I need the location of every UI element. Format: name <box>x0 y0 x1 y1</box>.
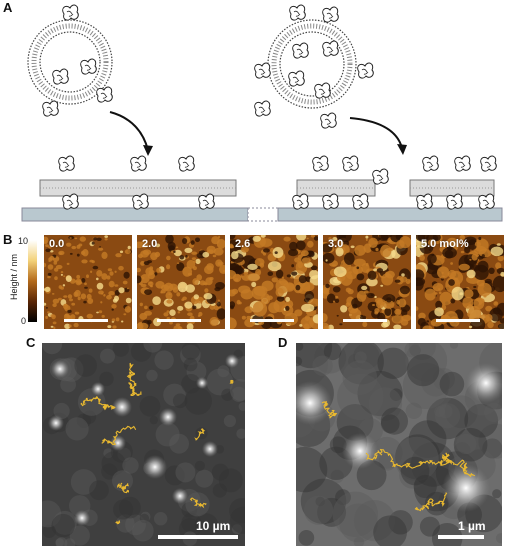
vesicle-left <box>27 4 113 117</box>
afm-scale-bar <box>64 319 108 322</box>
colorbar-axis-label: Height / nm <box>9 253 19 300</box>
panel-label-d: D <box>278 335 288 350</box>
afm-image-label: 2.6 <box>235 238 251 250</box>
colorbar-max-label: 10 <box>18 236 29 246</box>
scale-bar-d <box>438 535 484 539</box>
afm-image-3: 3.0 <box>323 235 411 329</box>
afm-image-1: 2.0 <box>137 235 225 329</box>
afm-scale-bar <box>343 319 387 322</box>
vesicle-fusion-schematic <box>21 4 503 222</box>
afm-image-label: 0.0 <box>49 238 65 250</box>
height-colorbar <box>28 240 37 322</box>
afm-image-label: 2.0 <box>142 238 158 250</box>
afm-scale-bar <box>436 319 480 322</box>
afm-image-label: 3.0 <box>328 238 344 250</box>
afm-image-0: 0.0 <box>44 235 132 329</box>
scale-bar-label-d: 1 µm <box>458 519 486 533</box>
afm-image-label: 5.0 mol% <box>421 238 469 250</box>
microscopy-image-c: 10 µm <box>42 343 245 546</box>
panel-label-a: A <box>3 0 13 15</box>
afm-image-4: 5.0 mol% <box>416 235 504 329</box>
vesicle-right <box>254 4 374 129</box>
colorbar-min-label: 0 <box>21 316 27 326</box>
panel-label-b: B <box>3 232 13 247</box>
afm-image-2: 2.6 <box>230 235 318 329</box>
panel-label-c: C <box>26 335 36 350</box>
scale-bar-label-c: 10 µm <box>196 519 231 533</box>
microscopy-image-d: 1 µm <box>296 343 502 546</box>
afm-scale-bar <box>250 319 294 322</box>
afm-scale-bar <box>157 319 201 322</box>
scale-bar-c <box>158 535 238 539</box>
